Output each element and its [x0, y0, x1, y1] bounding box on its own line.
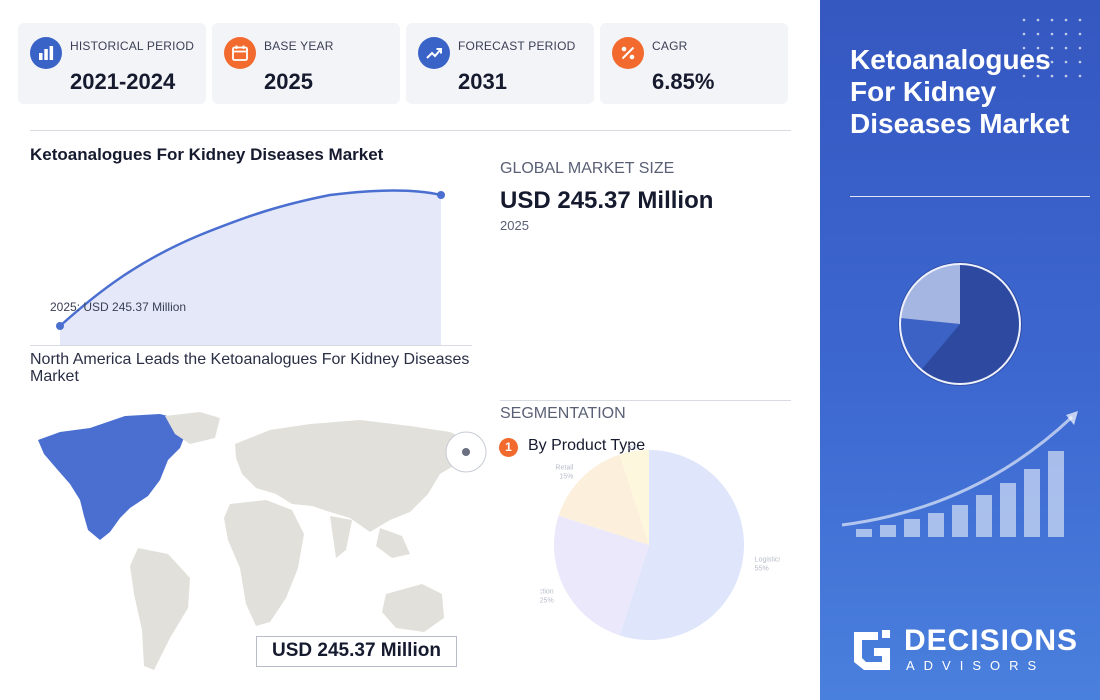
divider: [30, 345, 472, 346]
decisions-logo-icon: [854, 630, 890, 670]
chart-point-label: 2025: USD 245.37 Million: [50, 300, 187, 314]
pie-slice-others: [619, 450, 649, 545]
pie-pct: 25%: [540, 598, 554, 605]
world-map: [38, 412, 487, 670]
segmentation-label: SEGMENTATION: [500, 405, 626, 422]
market-area-chart: [56, 189, 445, 346]
historical-period-card: HISTORICAL PERIOD 2021-2024: [18, 23, 206, 104]
eurasia: [235, 420, 470, 532]
africa: [224, 500, 304, 626]
divider: [500, 400, 791, 401]
north-america: [38, 414, 190, 540]
segment-item-label: By Product Type: [528, 437, 646, 454]
stat-label: CAGR: [652, 39, 688, 53]
calendar-icon: [224, 37, 256, 69]
greenland: [165, 412, 220, 444]
pie-graphic-icon: [898, 262, 1022, 386]
market-chart-title: Ketoanalogues For Kidney Diseases Market: [30, 145, 384, 164]
trend-up-icon: [418, 37, 450, 69]
global-size-label: GLOBAL MARKET SIZE: [500, 160, 675, 177]
stat-label: HISTORICAL PERIOD: [70, 39, 195, 53]
divider: [30, 130, 791, 131]
india: [330, 516, 352, 558]
percent-icon: [612, 37, 644, 69]
global-size-year: 2025: [500, 218, 529, 233]
pie-label: Logistics: [755, 557, 780, 564]
brand-tagline: ADVISORS: [906, 658, 1046, 673]
pie-pct: 15%: [559, 473, 573, 480]
map-title: North America Leads the Ketoanalogues Fo…: [30, 351, 470, 385]
australia: [382, 584, 444, 632]
start-point: [56, 322, 64, 330]
base-year-card: BASE YEAR 2025: [212, 23, 400, 104]
south-america: [130, 548, 190, 670]
side-panel: Ketoanalogues For Kidney Diseases Market: [820, 0, 1100, 700]
cagr-card: CAGR 6.85%: [600, 23, 788, 104]
pie-slice-logistics: [619, 450, 744, 640]
dot-pattern: [1022, 18, 1082, 78]
bar-chart-icon: [30, 37, 62, 69]
segmentation-pie: Logistics55%Construction25%Retail15%Othe…: [540, 445, 780, 640]
end-point: [437, 191, 445, 199]
pie-label: Construction: [540, 589, 554, 596]
pie-slice-retail: [558, 454, 649, 545]
side-divider: [850, 196, 1090, 197]
pie-label: Retail: [555, 464, 573, 471]
map-value-box: USD 245.37 Million: [256, 636, 457, 667]
stat-value: 2031: [458, 69, 507, 94]
pie-slice-construction: [554, 515, 649, 636]
stat-label: FORECAST PERIOD: [458, 39, 576, 53]
stat-value: 2021-2024: [70, 69, 176, 94]
growth-bars-icon: [841, 411, 1078, 537]
global-size-value: USD 245.37 Million: [500, 187, 714, 214]
area-line: [59, 189, 442, 327]
brand-name: DECISIONS: [904, 624, 1079, 657]
stat-value: 6.85%: [652, 69, 715, 94]
side-title: Ketoanalogues For Kidney Diseases Market: [850, 44, 1070, 139]
forecast-period-card: FORECAST PERIOD 2031: [406, 23, 594, 104]
pie-pct: 55%: [755, 566, 769, 573]
stat-label: BASE YEAR: [264, 39, 334, 53]
stat-value: 2025: [264, 69, 313, 94]
area-fill: [60, 190, 441, 346]
southeast-asia: [376, 528, 410, 558]
pie-pct: 5%: [627, 445, 637, 450]
segment-number-badge: 1: [499, 438, 518, 457]
